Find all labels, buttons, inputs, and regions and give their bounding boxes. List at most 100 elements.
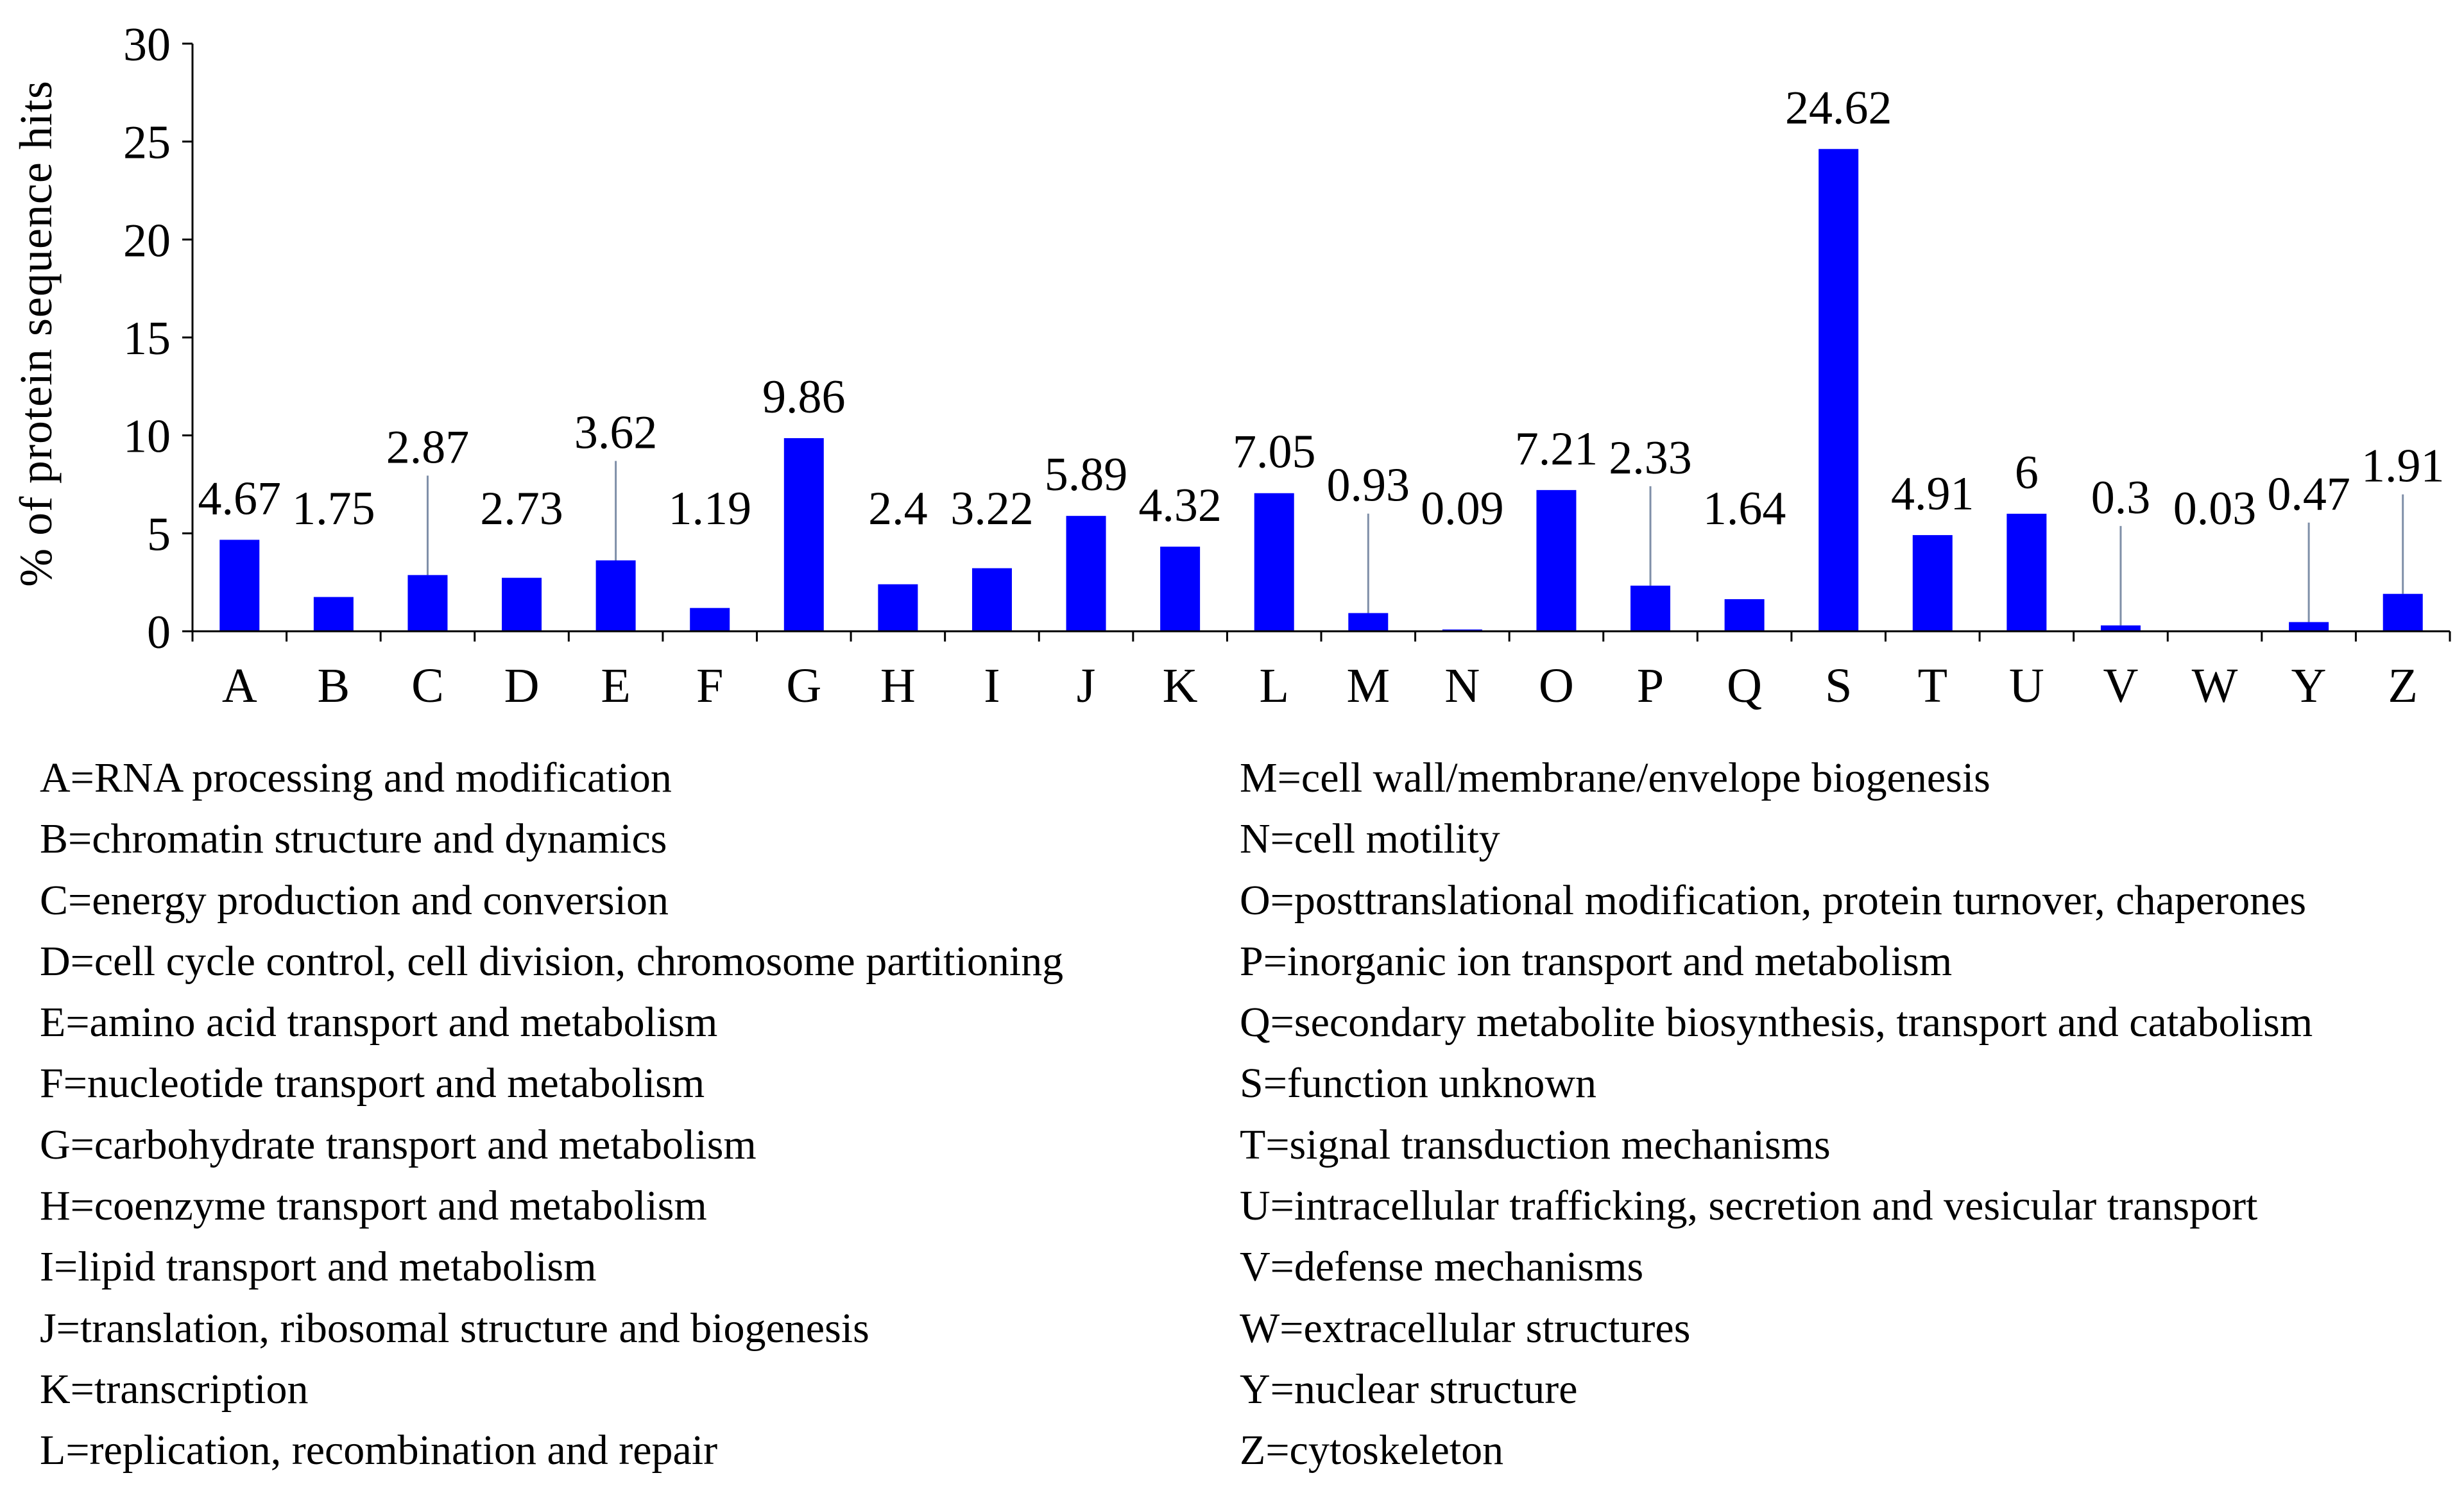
value-label: 1.64 [1703, 482, 1786, 535]
x-tick-label: Y [2291, 659, 2327, 713]
value-label: 24.62 [1785, 81, 1892, 134]
value-label: 3.22 [950, 482, 1034, 535]
x-tick-label: V [2103, 659, 2139, 713]
y-tick-label: 30 [123, 19, 171, 71]
value-label: 6 [2015, 447, 2039, 499]
value-label: 7.21 [1515, 423, 1598, 475]
x-tick-label: T [1918, 659, 1947, 713]
leader-lines [426, 461, 2404, 626]
bar [313, 597, 354, 631]
value-label: 2.87 [386, 421, 470, 473]
y-axis-title: % of protein sequence hits [10, 80, 62, 587]
y-tick-label: 20 [123, 214, 171, 267]
x-tick-label: Z [2388, 659, 2417, 713]
legend-item: Y=nuclear structure [1240, 1365, 1578, 1413]
x-tick-label: L [1259, 659, 1288, 713]
bar [1160, 547, 1201, 631]
legend-item: A=RNA processing and modification [40, 754, 672, 801]
value-label: 2.4 [868, 482, 928, 535]
legend-item: B=chromatin structure and dynamics [40, 815, 667, 863]
x-tick-label: G [786, 659, 821, 713]
y-tick-label: 25 [123, 117, 171, 169]
value-label: 0.03 [2173, 482, 2257, 535]
legend-item: Q=secondary metabolite biosynthesis, tra… [1240, 999, 2313, 1046]
x-tick-label: C [411, 659, 444, 713]
x-tick-label: N [1444, 659, 1480, 713]
value-label: 0.3 [2091, 472, 2151, 524]
x-tick-label: B [318, 659, 350, 713]
bar [407, 575, 448, 631]
y-tick-label: 15 [123, 312, 171, 365]
bar [219, 540, 260, 631]
x-tick-label: I [984, 659, 1000, 713]
bar [971, 568, 1012, 631]
value-label: 3.62 [574, 406, 658, 459]
bar [1254, 493, 1294, 631]
legend-right-column: M=cell wall/membrane/envelope biogenesis… [1240, 747, 2313, 1481]
value-label: 0.47 [2267, 468, 2350, 521]
bar [2006, 513, 2047, 631]
bar [1912, 535, 1953, 631]
legend-item: V=defense mechanisms [1240, 1243, 1644, 1291]
bar [878, 584, 918, 631]
bar [1536, 489, 1577, 631]
value-label: 4.32 [1138, 479, 1222, 532]
bars [219, 149, 2423, 633]
x-tick-label: W [2192, 659, 2238, 713]
value-label: 2.73 [480, 482, 563, 535]
x-tick-label: E [601, 659, 630, 713]
legend-item: L=replication, recombination and repair [40, 1427, 718, 1474]
bar-chart: 0 5 10 15 20 25 30 A B C D E F G H I J K L M N O P Q S T U V W Y Z 4.6… [10, 19, 2451, 713]
legend-item: J=translation, ribosomal structure and b… [40, 1304, 869, 1352]
x-tick-label: O [1539, 659, 1574, 713]
x-tick-label: S [1825, 659, 1852, 713]
bar [1348, 613, 1389, 631]
legend-item: M=cell wall/membrane/envelope biogenesis [1240, 754, 1990, 801]
x-tick-label: Q [1727, 659, 1762, 713]
legend-item: G=carbohydrate transport and metabolism [40, 1121, 757, 1168]
value-label: 5.89 [1045, 448, 1128, 501]
bar [1818, 149, 1859, 631]
bar [502, 577, 542, 631]
legend-item: W=extracellular structures [1240, 1304, 1691, 1352]
bar [2289, 622, 2329, 631]
legend-item: C=energy production and conversion [40, 876, 669, 924]
bar [2100, 625, 2141, 631]
legend-item: P=inorganic ion transport and metabolism [1240, 937, 1953, 985]
value-label: 0.93 [1327, 459, 1410, 512]
value-label: 1.75 [292, 482, 375, 535]
legend-item: F=nucleotide transport and metabolism [40, 1060, 705, 1107]
x-tick-label: M [1347, 659, 1390, 713]
bar [2383, 593, 2423, 631]
x-tick-label: J [1077, 659, 1096, 713]
value-label: 0.09 [1421, 482, 1504, 535]
value-label: 4.91 [1891, 468, 1974, 520]
x-tick-label: H [880, 659, 916, 713]
y-tick-label: 10 [123, 411, 171, 463]
axes: 0 5 10 15 20 25 30 A B C D E F G H I J K L M N O P Q S T U V W Y Z [123, 19, 2451, 713]
legend-item: S=function unknown [1240, 1060, 1597, 1107]
x-tick-label: K [1163, 659, 1198, 713]
legend-item: I=lipid transport and metabolism [40, 1243, 597, 1291]
x-tick-label: A [222, 659, 257, 713]
legend-item: D=cell cycle control, cell division, chr… [40, 937, 1064, 985]
legend-item: Z=cytoskeleton [1240, 1427, 1504, 1474]
x-tick-label: P [1637, 659, 1664, 713]
bar [1066, 516, 1106, 631]
legend-item: N=cell motility [1240, 815, 1500, 863]
value-label: 2.33 [1609, 432, 1692, 484]
bar [783, 438, 824, 631]
legend-item: H=coenzyme transport and metabolism [40, 1182, 707, 1230]
legend-item: O=posttranslational modification, protei… [1240, 876, 2307, 924]
value-labels: 4.67 1.752.872.733.621.199.862.4 3.225.894… [198, 81, 2445, 535]
value-label: 1.91 [2361, 440, 2445, 493]
y-tick-label: 0 [147, 606, 171, 659]
legend-left-column: A=RNA processing and modification B=chrom… [40, 747, 1063, 1481]
value-label: 7.05 [1233, 426, 1316, 479]
legend-item: K=transcription [40, 1365, 309, 1413]
legend-item: U=intracellular trafficking, secretion a… [1240, 1182, 2258, 1230]
value-label: 9.86 [762, 371, 846, 423]
y-tick-label: 5 [147, 508, 171, 561]
legend-item: E=amino acid transport and metabolism [40, 999, 718, 1046]
value-label: 4.67 [198, 472, 282, 525]
